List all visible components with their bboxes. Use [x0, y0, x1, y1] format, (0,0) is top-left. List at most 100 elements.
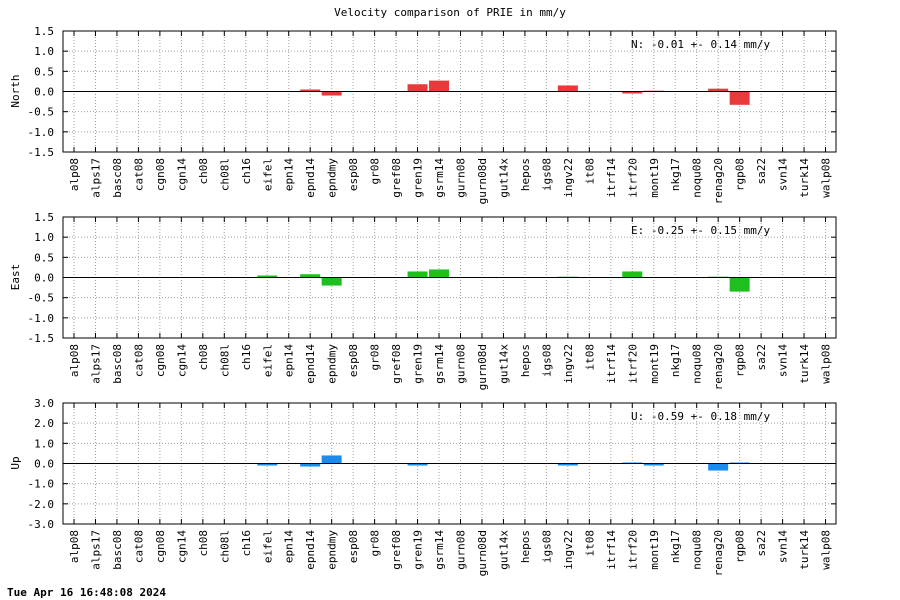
bar: [708, 463, 729, 471]
x-tick-label: ch08: [197, 530, 210, 557]
x-tick-label: sa22: [755, 344, 768, 371]
x-tick-label: ch08l: [218, 530, 231, 563]
bar: [622, 271, 643, 278]
x-tick-label: cat08: [132, 344, 145, 377]
x-tick-label: ch08: [197, 344, 210, 371]
bar: [622, 91, 643, 94]
y-axis-label: Up: [9, 456, 22, 469]
x-tick-label: gren19: [412, 530, 425, 570]
x-tick-label: gren19: [412, 158, 425, 198]
x-tick-label: rgp08: [734, 530, 747, 563]
x-tick-label: renag20: [712, 158, 725, 204]
x-tick-label: esp08: [347, 344, 360, 377]
x-tick-label: epnd14: [304, 530, 317, 570]
bar: [429, 269, 450, 278]
stats-annotation: N: -0.01 +- 0.14 mm/y: [631, 38, 770, 51]
x-tick-label: basc08: [111, 344, 124, 384]
x-tick-label: alps17: [89, 344, 102, 384]
bar: [321, 277, 342, 286]
y-tick-label: -2.0: [28, 498, 55, 511]
x-tick-label: igs08: [540, 158, 553, 191]
bar: [407, 84, 428, 92]
x-tick-label: gr08: [369, 344, 382, 371]
x-tick-label: walp08: [820, 530, 833, 570]
y-tick-label: 1.0: [34, 437, 54, 450]
x-tick-label: epndmy: [326, 344, 339, 384]
bar: [321, 91, 342, 96]
x-tick-label: ch08l: [218, 158, 231, 191]
y-tick-label: 0.0: [34, 272, 54, 285]
y-tick-label: 3.0: [34, 397, 54, 410]
x-tick-label: gurn08d: [476, 530, 489, 576]
bar: [729, 462, 750, 464]
x-tick-label: gut14x: [497, 530, 510, 570]
x-tick-label: hepos: [519, 158, 532, 191]
x-tick-label: itrf20: [626, 344, 639, 384]
x-tick-label: epndmy: [326, 530, 339, 570]
bar: [257, 463, 278, 466]
x-tick-label: mont19: [648, 158, 661, 198]
x-tick-label: gurn08: [455, 530, 468, 570]
x-tick-label: noqu08: [691, 158, 704, 198]
x-tick-label: mont19: [648, 530, 661, 570]
x-tick-label: walp08: [820, 344, 833, 384]
x-tick-label: gr08: [369, 158, 382, 185]
x-tick-label: ch16: [240, 158, 253, 185]
x-tick-label: it08: [583, 530, 596, 557]
x-tick-label: gren19: [412, 344, 425, 384]
y-axis-label: North: [9, 74, 22, 107]
x-tick-label: nkg17: [669, 530, 682, 563]
x-tick-label: ingv22: [562, 158, 575, 198]
y-tick-label: 0.0: [34, 458, 54, 471]
x-tick-label: gref08: [390, 158, 403, 198]
x-tick-label: ch08l: [218, 344, 231, 377]
x-tick-label: turk14: [798, 344, 811, 384]
x-tick-label: nkg17: [669, 344, 682, 377]
x-tick-label: it08: [583, 344, 596, 371]
x-tick-label: epndmy: [326, 158, 339, 198]
x-tick-label: nkg17: [669, 158, 682, 191]
x-tick-label: cgn08: [154, 530, 167, 563]
y-axis-label: East: [9, 264, 22, 291]
x-tick-label: gurn08: [455, 344, 468, 384]
x-tick-label: cgn08: [154, 158, 167, 191]
y-tick-label: 0.5: [34, 251, 54, 264]
x-tick-label: alp08: [68, 158, 81, 191]
timestamp-footer: Tue Apr 16 16:48:08 2024: [7, 586, 166, 599]
bar: [321, 455, 342, 464]
x-tick-label: eifel: [261, 344, 274, 377]
bar: [622, 462, 643, 464]
x-tick-label: itrf14: [605, 530, 618, 570]
x-tick-label: noqu08: [691, 344, 704, 384]
y-tick-label: -0.5: [28, 106, 55, 119]
x-tick-label: ingv22: [562, 530, 575, 570]
x-tick-label: cgn14: [175, 530, 188, 563]
stats-annotation: U: -0.59 +- 0.18 mm/y: [631, 410, 770, 423]
y-tick-label: 0.0: [34, 86, 54, 99]
x-tick-label: gsrm14: [433, 158, 446, 198]
x-tick-label: gut14x: [497, 158, 510, 198]
x-tick-label: svn14: [777, 344, 790, 377]
y-tick-label: 1.0: [34, 231, 54, 244]
bar: [557, 85, 578, 92]
x-tick-label: renag20: [712, 344, 725, 390]
y-tick-label: -1.5: [28, 332, 55, 345]
x-tick-label: cgn08: [154, 344, 167, 377]
x-tick-label: itrf20: [626, 530, 639, 570]
plot-frame: [62, 216, 837, 339]
x-tick-label: eifel: [261, 158, 274, 191]
y-tick-label: -3.0: [28, 518, 55, 531]
y-tick-label: 1.5: [34, 211, 54, 224]
x-tick-label: gut14x: [497, 344, 510, 384]
x-tick-label: igs08: [540, 344, 553, 377]
plot-frame: [62, 30, 837, 153]
bar: [300, 89, 321, 92]
chart-title: Velocity comparison of PRIE in mm/y: [334, 6, 566, 19]
x-tick-label: renag20: [712, 530, 725, 576]
x-tick-label: cgn14: [175, 344, 188, 377]
y-tick-label: 1.5: [34, 25, 54, 38]
x-tick-label: cat08: [132, 158, 145, 191]
y-tick-label: -1.0: [28, 312, 55, 325]
x-tick-label: alp08: [68, 530, 81, 563]
x-tick-label: basc08: [111, 158, 124, 198]
